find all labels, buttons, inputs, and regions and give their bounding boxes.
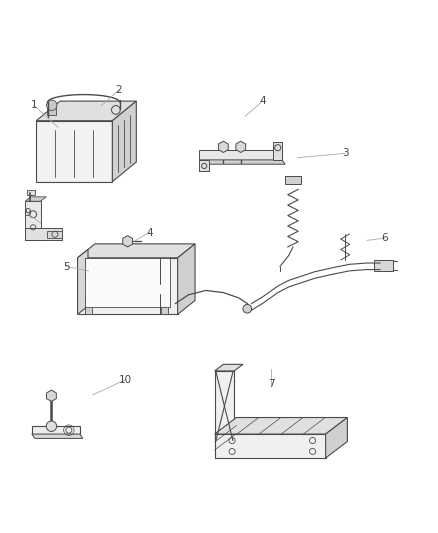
Polygon shape <box>374 260 393 271</box>
Text: 4: 4 <box>146 228 153 238</box>
Polygon shape <box>25 228 62 240</box>
Circle shape <box>46 100 57 110</box>
Polygon shape <box>25 201 41 240</box>
Polygon shape <box>285 176 301 184</box>
Text: 10: 10 <box>119 375 132 385</box>
Circle shape <box>243 304 252 313</box>
Text: 3: 3 <box>342 148 349 158</box>
Polygon shape <box>215 417 347 434</box>
Polygon shape <box>32 426 80 434</box>
Polygon shape <box>113 101 136 182</box>
Polygon shape <box>156 284 165 294</box>
Polygon shape <box>178 244 195 314</box>
Text: 2: 2 <box>116 85 122 95</box>
Circle shape <box>112 106 120 114</box>
Polygon shape <box>78 258 178 314</box>
Text: 1: 1 <box>31 100 37 110</box>
Polygon shape <box>25 197 46 201</box>
Text: 4: 4 <box>259 96 266 106</box>
Polygon shape <box>36 120 113 182</box>
Polygon shape <box>36 101 136 120</box>
Polygon shape <box>199 160 285 164</box>
Text: 6: 6 <box>381 233 388 243</box>
Text: 7: 7 <box>268 379 275 389</box>
Polygon shape <box>32 434 83 439</box>
Polygon shape <box>325 417 347 458</box>
Circle shape <box>46 421 57 431</box>
Polygon shape <box>219 141 228 152</box>
Polygon shape <box>215 371 234 441</box>
Polygon shape <box>273 142 282 160</box>
Polygon shape <box>215 434 325 458</box>
Polygon shape <box>27 190 35 195</box>
Polygon shape <box>85 258 170 306</box>
Polygon shape <box>236 141 246 152</box>
Text: 5: 5 <box>64 262 70 271</box>
Polygon shape <box>215 365 243 371</box>
Polygon shape <box>123 236 133 247</box>
Polygon shape <box>85 258 92 278</box>
Polygon shape <box>161 258 168 278</box>
Polygon shape <box>47 105 56 115</box>
Text: 9: 9 <box>24 208 31 219</box>
Polygon shape <box>85 295 92 314</box>
Polygon shape <box>161 295 168 314</box>
Polygon shape <box>46 390 57 401</box>
Polygon shape <box>78 249 88 314</box>
Polygon shape <box>199 150 282 160</box>
Polygon shape <box>78 244 195 258</box>
Polygon shape <box>199 160 209 171</box>
Polygon shape <box>47 231 62 238</box>
